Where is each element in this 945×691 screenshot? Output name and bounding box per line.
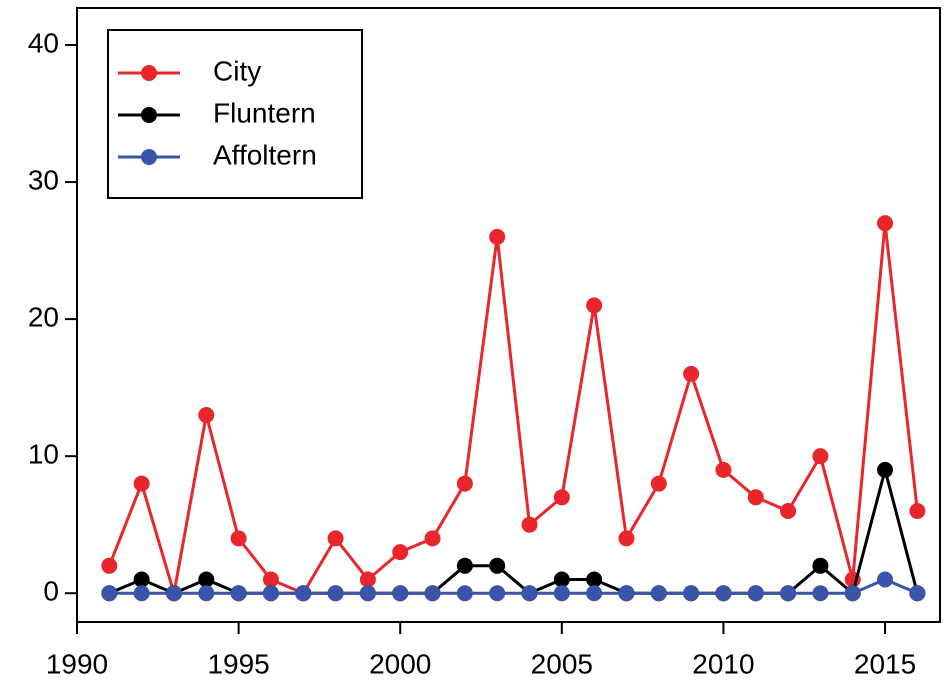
data-point	[230, 530, 247, 547]
data-point	[359, 571, 376, 588]
data-point	[359, 585, 376, 602]
data-point	[295, 585, 312, 602]
data-point	[586, 571, 603, 588]
data-point	[780, 502, 797, 519]
series-line	[107, 223, 919, 596]
data-point	[586, 297, 603, 314]
series-line	[108, 463, 919, 596]
data-point	[521, 516, 538, 533]
x-tick-label: 2010	[692, 648, 754, 679]
x-tick-label: 2000	[369, 648, 431, 679]
legend-label: Affoltern	[213, 139, 317, 170]
data-point	[165, 585, 182, 602]
data-point	[327, 585, 344, 602]
data-point	[715, 461, 732, 478]
x-tick-label: 1990	[46, 648, 108, 679]
plot-frame	[76, 7, 941, 623]
data-point	[844, 585, 861, 602]
x-tick-label: 2005	[531, 648, 593, 679]
legend-marker	[141, 149, 157, 165]
data-point	[747, 585, 764, 602]
data-point	[101, 585, 118, 602]
data-point	[812, 448, 829, 465]
data-point	[909, 585, 926, 602]
y-tick-label: 0	[43, 576, 59, 607]
legend-label: City	[213, 55, 261, 86]
legend-marker	[141, 65, 157, 81]
data-point	[424, 585, 441, 602]
data-point	[618, 530, 635, 547]
data-point	[198, 407, 215, 424]
data-point	[133, 585, 150, 602]
data-point	[553, 571, 570, 588]
data-point	[392, 544, 409, 561]
legend-marker	[141, 107, 157, 123]
data-point	[101, 557, 118, 574]
data-point	[456, 557, 473, 574]
data-point	[586, 585, 603, 602]
data-point	[392, 585, 409, 602]
data-point	[812, 557, 829, 574]
data-point	[489, 228, 506, 245]
data-point	[198, 585, 215, 602]
data-point	[747, 489, 764, 506]
data-point	[812, 585, 829, 602]
data-point	[780, 585, 797, 602]
legend-label: Fluntern	[213, 97, 316, 128]
data-point	[909, 502, 926, 519]
data-point	[133, 475, 150, 492]
data-point	[521, 585, 538, 602]
data-point	[715, 585, 732, 602]
data-point	[683, 365, 700, 382]
data-point	[133, 571, 150, 588]
y-tick-label: 30	[28, 164, 59, 195]
x-tick-label: 1995	[207, 648, 269, 679]
data-point	[456, 585, 473, 602]
y-tick-label: 40	[28, 27, 59, 58]
x-tick-label: 2015	[854, 648, 916, 679]
data-point	[553, 489, 570, 506]
data-point	[327, 530, 344, 547]
data-point	[489, 557, 506, 574]
data-point	[683, 585, 700, 602]
data-point	[230, 585, 247, 602]
data-point	[877, 215, 894, 232]
data-point	[424, 530, 441, 547]
data-point	[553, 585, 570, 602]
data-point	[877, 461, 894, 478]
data-point	[262, 585, 279, 602]
data-point	[877, 571, 894, 588]
data-point	[262, 571, 279, 588]
data-point	[456, 475, 473, 492]
data-point	[650, 475, 667, 492]
data-point	[618, 585, 635, 602]
data-point	[489, 585, 506, 602]
y-tick-label: 10	[28, 439, 59, 470]
data-point	[650, 585, 667, 602]
data-point	[198, 571, 215, 588]
y-tick-label: 20	[28, 302, 59, 333]
